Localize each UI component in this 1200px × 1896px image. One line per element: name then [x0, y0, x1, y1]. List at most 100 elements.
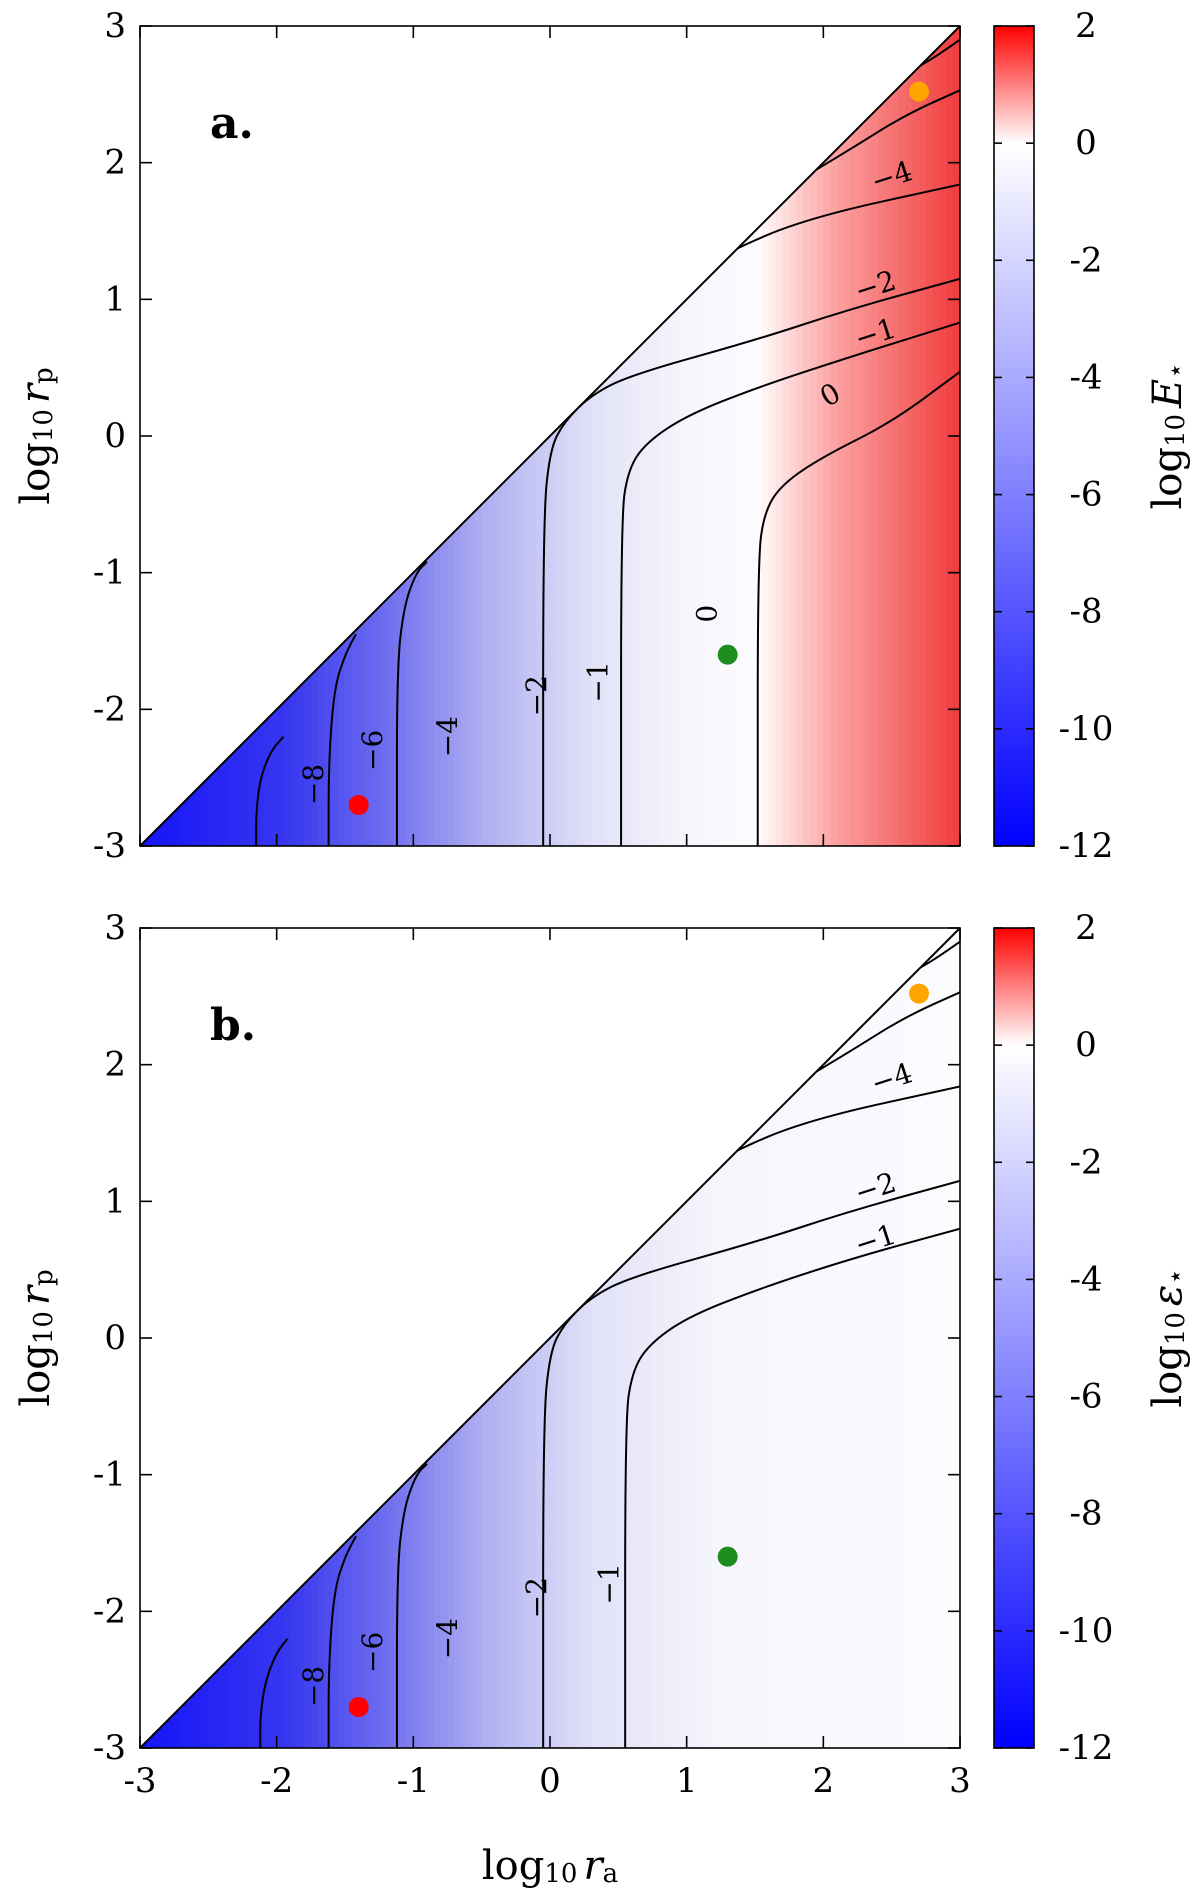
- contour-label: −6: [356, 1632, 389, 1673]
- colorbar-tick-label: -10: [1059, 1611, 1114, 1651]
- heatmap-band: [160, 928, 169, 1748]
- axis-title-prefix: log: [1145, 1345, 1191, 1407]
- contour-line: [395, 561, 428, 846]
- heatmap-band: [228, 928, 237, 1748]
- contour-line: [809, 89, 960, 175]
- colorbar-tick-label: -6: [1069, 1377, 1102, 1417]
- heatmap-band: [242, 26, 251, 846]
- x-tick-label: 3: [949, 1761, 971, 1801]
- axis-title-sub: p: [29, 367, 59, 384]
- contour-label: −4: [431, 716, 464, 757]
- contour-line: [624, 1227, 960, 1748]
- contour-line: [255, 735, 285, 846]
- contour-line: [542, 277, 960, 846]
- x-axis-title: log10 ra: [482, 1843, 618, 1889]
- axis-title-prefix: log: [482, 1843, 544, 1889]
- axis-title-sub: 10: [1161, 1312, 1191, 1345]
- heatmap-band: [194, 26, 203, 846]
- heatmap-band: [160, 26, 169, 846]
- heatmap-band: [167, 928, 176, 1748]
- x-tick-label: -2: [260, 1761, 293, 1801]
- colorbar-tick-label: 0: [1075, 123, 1097, 163]
- colorbar-tick-label: -6: [1069, 475, 1102, 515]
- heatmap-band: [153, 26, 162, 846]
- heatmap-band: [215, 26, 223, 846]
- axis-title-sub: ⋆: [1161, 362, 1191, 378]
- diagonal-boundary: [139, 25, 961, 847]
- contour-label: −6: [356, 730, 389, 771]
- heatmap-band: [249, 928, 258, 1748]
- diagonal-boundary: [139, 927, 961, 1749]
- y-axis-title: log10 rp: [13, 1269, 59, 1406]
- panel-a: −8−6 −4−2 −100−1−2−43210-1-2-3a.log10rp20-…: [13, 6, 1191, 866]
- axis-title-prefix: log: [1145, 447, 1191, 509]
- panel-label: b.: [210, 1000, 256, 1051]
- colorbar-tick-label: -10: [1059, 709, 1114, 749]
- heatmap-band: [235, 26, 244, 846]
- x-tick-label: -1: [397, 1761, 430, 1801]
- heatmap-band: [194, 928, 203, 1748]
- colorbar-tick-label: -12: [1059, 826, 1114, 866]
- heatmap-band: [167, 26, 176, 846]
- orange-point: [909, 983, 929, 1004]
- heatmap-band: [228, 26, 237, 846]
- colorbar-tick-label: -4: [1069, 1259, 1102, 1299]
- x-tick-label: 1: [676, 1761, 698, 1801]
- contour-line: [259, 1638, 289, 1748]
- colorbar-tick-label: -8: [1069, 1494, 1102, 1534]
- contour-line: [542, 1179, 960, 1748]
- panel-label: a.: [210, 98, 254, 149]
- contour-label: −1: [581, 661, 614, 702]
- heatmap-band: [201, 928, 210, 1748]
- heatmap-band: [208, 928, 217, 1748]
- contour-label: −1: [592, 1563, 625, 1604]
- colorbar-tick-label: 2: [1075, 908, 1097, 948]
- axis-title-var: r: [13, 1283, 59, 1305]
- axis-title-sub: 10: [1161, 414, 1191, 447]
- x-tick-label: 0: [539, 1761, 561, 1801]
- x-tick-label: -3: [123, 1761, 156, 1801]
- contour-label: 0: [691, 605, 724, 623]
- y-tick-label: 1: [104, 279, 126, 319]
- green-point: [717, 1546, 738, 1567]
- y-tick-label: -2: [93, 1591, 126, 1631]
- contour-label: −4: [431, 1618, 464, 1659]
- heatmap-band: [174, 928, 182, 1748]
- heatmap-band: [215, 928, 223, 1748]
- axis-title-var: ε: [1145, 1285, 1191, 1306]
- heatmap-band: [174, 26, 182, 846]
- axis-title-sub: ⋆: [1161, 1268, 1191, 1284]
- axis-title-prefix: log: [13, 442, 59, 504]
- heatmap-band: [235, 928, 244, 1748]
- colorbar-tick-label: -12: [1059, 1728, 1114, 1768]
- colorbar: [994, 26, 1034, 846]
- contour-line: [395, 1463, 428, 1748]
- colorbar-tick-label: 0: [1075, 1025, 1097, 1065]
- y-tick-label: 3: [104, 6, 126, 46]
- y-tick-label: 0: [104, 1318, 126, 1358]
- axis-title-sub: 10: [544, 1859, 577, 1889]
- colorbar-tick-label: -4: [1069, 357, 1102, 397]
- y-tick-label: -3: [93, 1728, 126, 1768]
- y-axis-title: log10 rp: [13, 367, 59, 504]
- colorbar-tick-label: -2: [1069, 1142, 1102, 1182]
- colorbar: [994, 928, 1034, 1748]
- contour-label: −8: [297, 1666, 330, 1707]
- axis-title-sub: 10: [29, 409, 59, 442]
- heatmap-band: [242, 928, 251, 1748]
- orange-point: [909, 81, 929, 102]
- colorbar-title: log10 E⋆: [1145, 362, 1191, 509]
- y-tick-label: 3: [104, 908, 126, 948]
- axis-title-var: r: [13, 381, 59, 403]
- y-tick-label: -2: [93, 689, 126, 729]
- heatmap-band: [187, 26, 196, 846]
- contour-line: [809, 991, 960, 1077]
- axis-title-sub: p: [29, 1269, 59, 1286]
- colorbar-frame: [993, 25, 1035, 847]
- axis-title-prefix: log: [13, 1344, 59, 1406]
- heatmap-band: [208, 26, 217, 846]
- red-point: [348, 1697, 369, 1717]
- heatmap-band: [187, 928, 196, 1748]
- green-point: [717, 644, 738, 665]
